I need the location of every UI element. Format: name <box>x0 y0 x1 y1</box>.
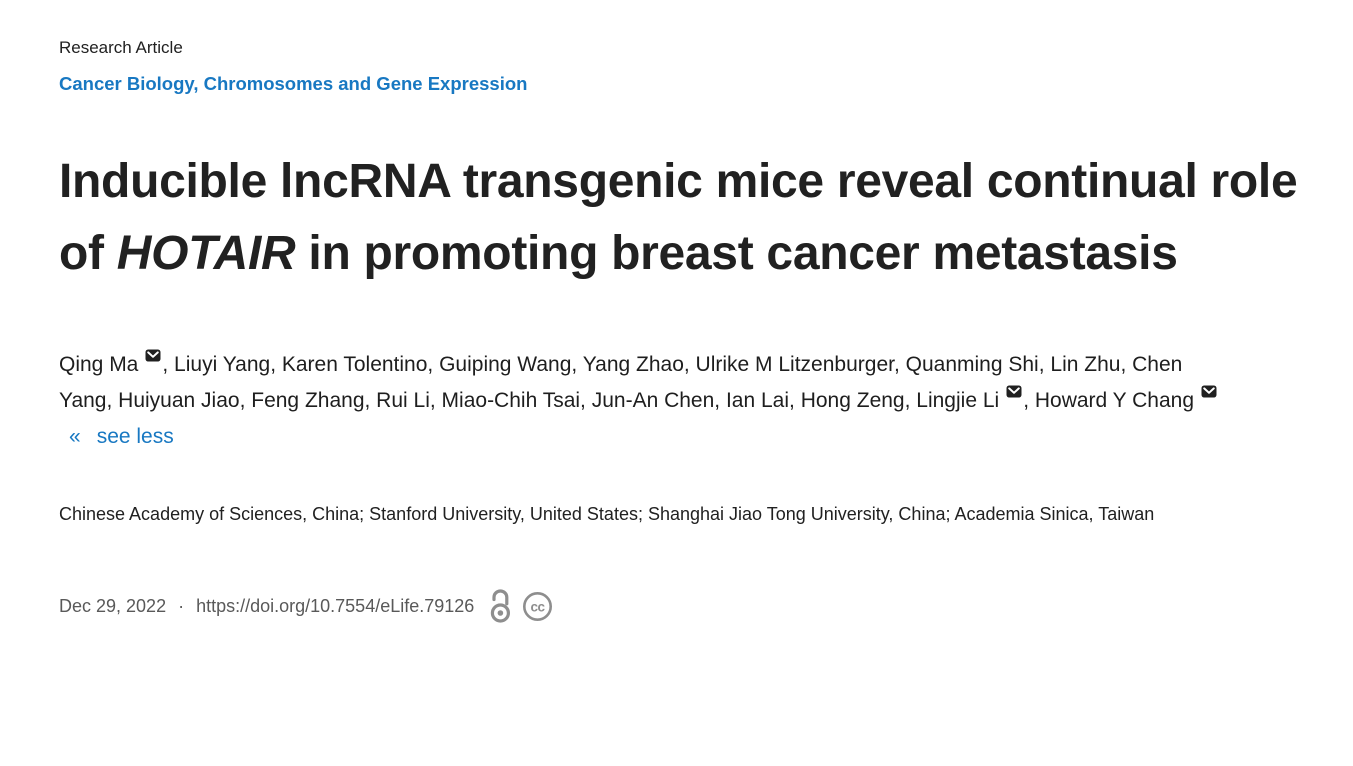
affiliations: Chinese Academy of Sciences, China; Stan… <box>59 504 1155 524</box>
article-type-label: Research Article <box>59 38 183 57</box>
author-name: Ulrike M Litzenburger <box>695 353 894 376</box>
title-segment: HOTAIR <box>116 227 296 280</box>
see-less-label: see less <box>96 425 174 448</box>
publication-date: Dec 29, 2022 <box>59 595 167 616</box>
author-name: Huiyuan Jiao <box>118 389 240 412</box>
svg-text:cc: cc <box>531 599 546 614</box>
separator-dot-icon: · <box>178 595 185 616</box>
see-less-toggle[interactable]: « see less <box>69 425 174 448</box>
author-name: Yang Zhao <box>582 353 684 376</box>
author-name: Qing Ma <box>59 353 139 376</box>
cc-license-icon[interactable]: cc <box>522 591 553 622</box>
author-name: Miao-Chih Tsai <box>441 389 581 412</box>
author-name: Lingjie Li <box>916 389 1000 412</box>
author-name: Hong Zeng <box>800 389 905 412</box>
doi-link[interactable]: https://doi.org/10.7554/eLife.79126 <box>196 595 475 616</box>
author-name: Karen Tolentino <box>281 353 428 376</box>
meta-footer: Dec 29, 2022 · https://doi.org/10.7554/e… <box>59 589 1353 623</box>
open-access-icon[interactable] <box>488 589 513 623</box>
author-list: Qing Ma, Liuyi Yang, Karen Tolentino, Gu… <box>59 347 1224 455</box>
author-name: Quanming Shi <box>905 353 1039 376</box>
email-icon[interactable] <box>1006 385 1022 398</box>
double-left-chevron-icon: « <box>69 425 81 448</box>
author-name: Guiping Wang <box>439 353 572 376</box>
subject-area-link[interactable]: Cancer Biology, Chromosomes and Gene Exp… <box>59 73 528 94</box>
author-name: Jun-An Chen <box>591 389 715 412</box>
author-name: Chen Yang <box>59 353 1183 412</box>
author-name: Lin Zhu <box>1050 353 1121 376</box>
author-name: Feng Zhang <box>251 389 365 412</box>
author-name: Ian Lai <box>725 389 790 412</box>
title-segment: Inducible lncRNA transgenic mice reveal … <box>59 155 1298 280</box>
article-title: Inducible lncRNA transgenic mice reveal … <box>59 146 1299 290</box>
author-name: Liuyi Yang <box>174 353 271 376</box>
email-icon[interactable] <box>145 349 161 362</box>
title-segment: in promoting breast cancer metastasis <box>295 227 1178 280</box>
email-icon[interactable] <box>1201 385 1217 398</box>
author-name: Rui Li <box>376 389 430 412</box>
author-name: Howard Y Chang <box>1034 389 1195 412</box>
